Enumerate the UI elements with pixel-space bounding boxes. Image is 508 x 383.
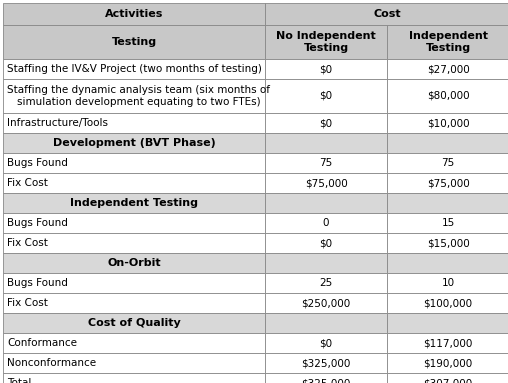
- Text: $0: $0: [320, 91, 333, 101]
- Bar: [3, 3, 265, 25]
- Bar: [387, 333, 508, 353]
- Bar: [265, 373, 387, 383]
- Bar: [387, 59, 508, 79]
- Bar: [3, 173, 265, 193]
- Text: Independent Testing: Independent Testing: [70, 198, 198, 208]
- Bar: [387, 153, 508, 173]
- Text: Activities: Activities: [105, 9, 163, 19]
- Bar: [3, 133, 265, 153]
- Text: $80,000: $80,000: [427, 91, 469, 101]
- Bar: [265, 313, 387, 333]
- Bar: [3, 59, 265, 79]
- Text: Staffing the dynamic analysis team (six months of
simulation development equatin: Staffing the dynamic analysis team (six …: [7, 85, 270, 107]
- Bar: [3, 113, 265, 133]
- Text: $325,000: $325,000: [301, 358, 351, 368]
- Bar: [387, 353, 508, 373]
- Bar: [265, 213, 387, 233]
- Text: Bugs Found: Bugs Found: [7, 158, 68, 168]
- Text: $10,000: $10,000: [427, 118, 469, 128]
- Text: Independent
Testing: Independent Testing: [408, 31, 488, 53]
- Bar: [265, 293, 387, 313]
- Bar: [387, 233, 508, 253]
- Bar: [387, 293, 508, 313]
- Bar: [265, 153, 387, 173]
- Text: 75: 75: [441, 158, 455, 168]
- Bar: [3, 25, 265, 59]
- Text: 0: 0: [323, 218, 329, 228]
- Bar: [3, 353, 265, 373]
- Bar: [265, 333, 387, 353]
- Text: $307,000: $307,000: [423, 378, 472, 383]
- Text: 25: 25: [320, 278, 333, 288]
- Text: Staffing the IV&V Project (two months of testing): Staffing the IV&V Project (two months of…: [7, 64, 262, 74]
- Bar: [3, 193, 265, 213]
- Text: $100,000: $100,000: [424, 298, 472, 308]
- Bar: [265, 25, 387, 59]
- Text: Development (BVT Phase): Development (BVT Phase): [53, 138, 215, 148]
- Bar: [3, 373, 265, 383]
- Bar: [3, 79, 265, 113]
- Text: $0: $0: [320, 64, 333, 74]
- Text: $117,000: $117,000: [423, 338, 472, 348]
- Text: Bugs Found: Bugs Found: [7, 278, 68, 288]
- Text: Infrastructure/Tools: Infrastructure/Tools: [7, 118, 108, 128]
- Bar: [3, 153, 265, 173]
- Bar: [265, 253, 387, 273]
- Text: Total: Total: [7, 378, 31, 383]
- Text: Fix Cost: Fix Cost: [7, 238, 48, 248]
- Bar: [265, 113, 387, 133]
- Bar: [387, 273, 508, 293]
- Text: $250,000: $250,000: [301, 298, 351, 308]
- Text: Cost: Cost: [373, 9, 401, 19]
- Text: $190,000: $190,000: [423, 358, 472, 368]
- Bar: [3, 293, 265, 313]
- Bar: [265, 193, 387, 213]
- Bar: [265, 59, 387, 79]
- Bar: [387, 193, 508, 213]
- Text: 10: 10: [441, 278, 455, 288]
- Text: Cost of Quality: Cost of Quality: [87, 318, 180, 328]
- Text: Fix Cost: Fix Cost: [7, 298, 48, 308]
- Bar: [265, 133, 387, 153]
- Bar: [3, 253, 265, 273]
- Bar: [387, 373, 508, 383]
- Bar: [265, 273, 387, 293]
- Bar: [387, 25, 508, 59]
- Bar: [387, 213, 508, 233]
- Bar: [265, 233, 387, 253]
- Text: $0: $0: [320, 338, 333, 348]
- Text: $75,000: $75,000: [305, 178, 347, 188]
- Text: No Independent
Testing: No Independent Testing: [276, 31, 376, 53]
- Bar: [387, 113, 508, 133]
- Text: $75,000: $75,000: [427, 178, 469, 188]
- Bar: [3, 313, 265, 333]
- Text: Testing: Testing: [111, 37, 156, 47]
- Bar: [265, 353, 387, 373]
- Bar: [3, 273, 265, 293]
- Bar: [387, 253, 508, 273]
- Bar: [3, 333, 265, 353]
- Bar: [265, 79, 387, 113]
- Text: Bugs Found: Bugs Found: [7, 218, 68, 228]
- Text: $325,000: $325,000: [301, 378, 351, 383]
- Bar: [3, 233, 265, 253]
- Bar: [387, 313, 508, 333]
- Text: Fix Cost: Fix Cost: [7, 178, 48, 188]
- Text: Nonconformance: Nonconformance: [7, 358, 96, 368]
- Bar: [265, 173, 387, 193]
- Text: 15: 15: [441, 218, 455, 228]
- Text: 75: 75: [320, 158, 333, 168]
- Text: Conformance: Conformance: [7, 338, 77, 348]
- Bar: [387, 79, 508, 113]
- Text: On-Orbit: On-Orbit: [107, 258, 161, 268]
- Bar: [3, 213, 265, 233]
- Text: $15,000: $15,000: [427, 238, 469, 248]
- Text: $27,000: $27,000: [427, 64, 469, 74]
- Text: $0: $0: [320, 118, 333, 128]
- Bar: [387, 133, 508, 153]
- Bar: [387, 173, 508, 193]
- Bar: [265, 3, 508, 25]
- Text: $0: $0: [320, 238, 333, 248]
